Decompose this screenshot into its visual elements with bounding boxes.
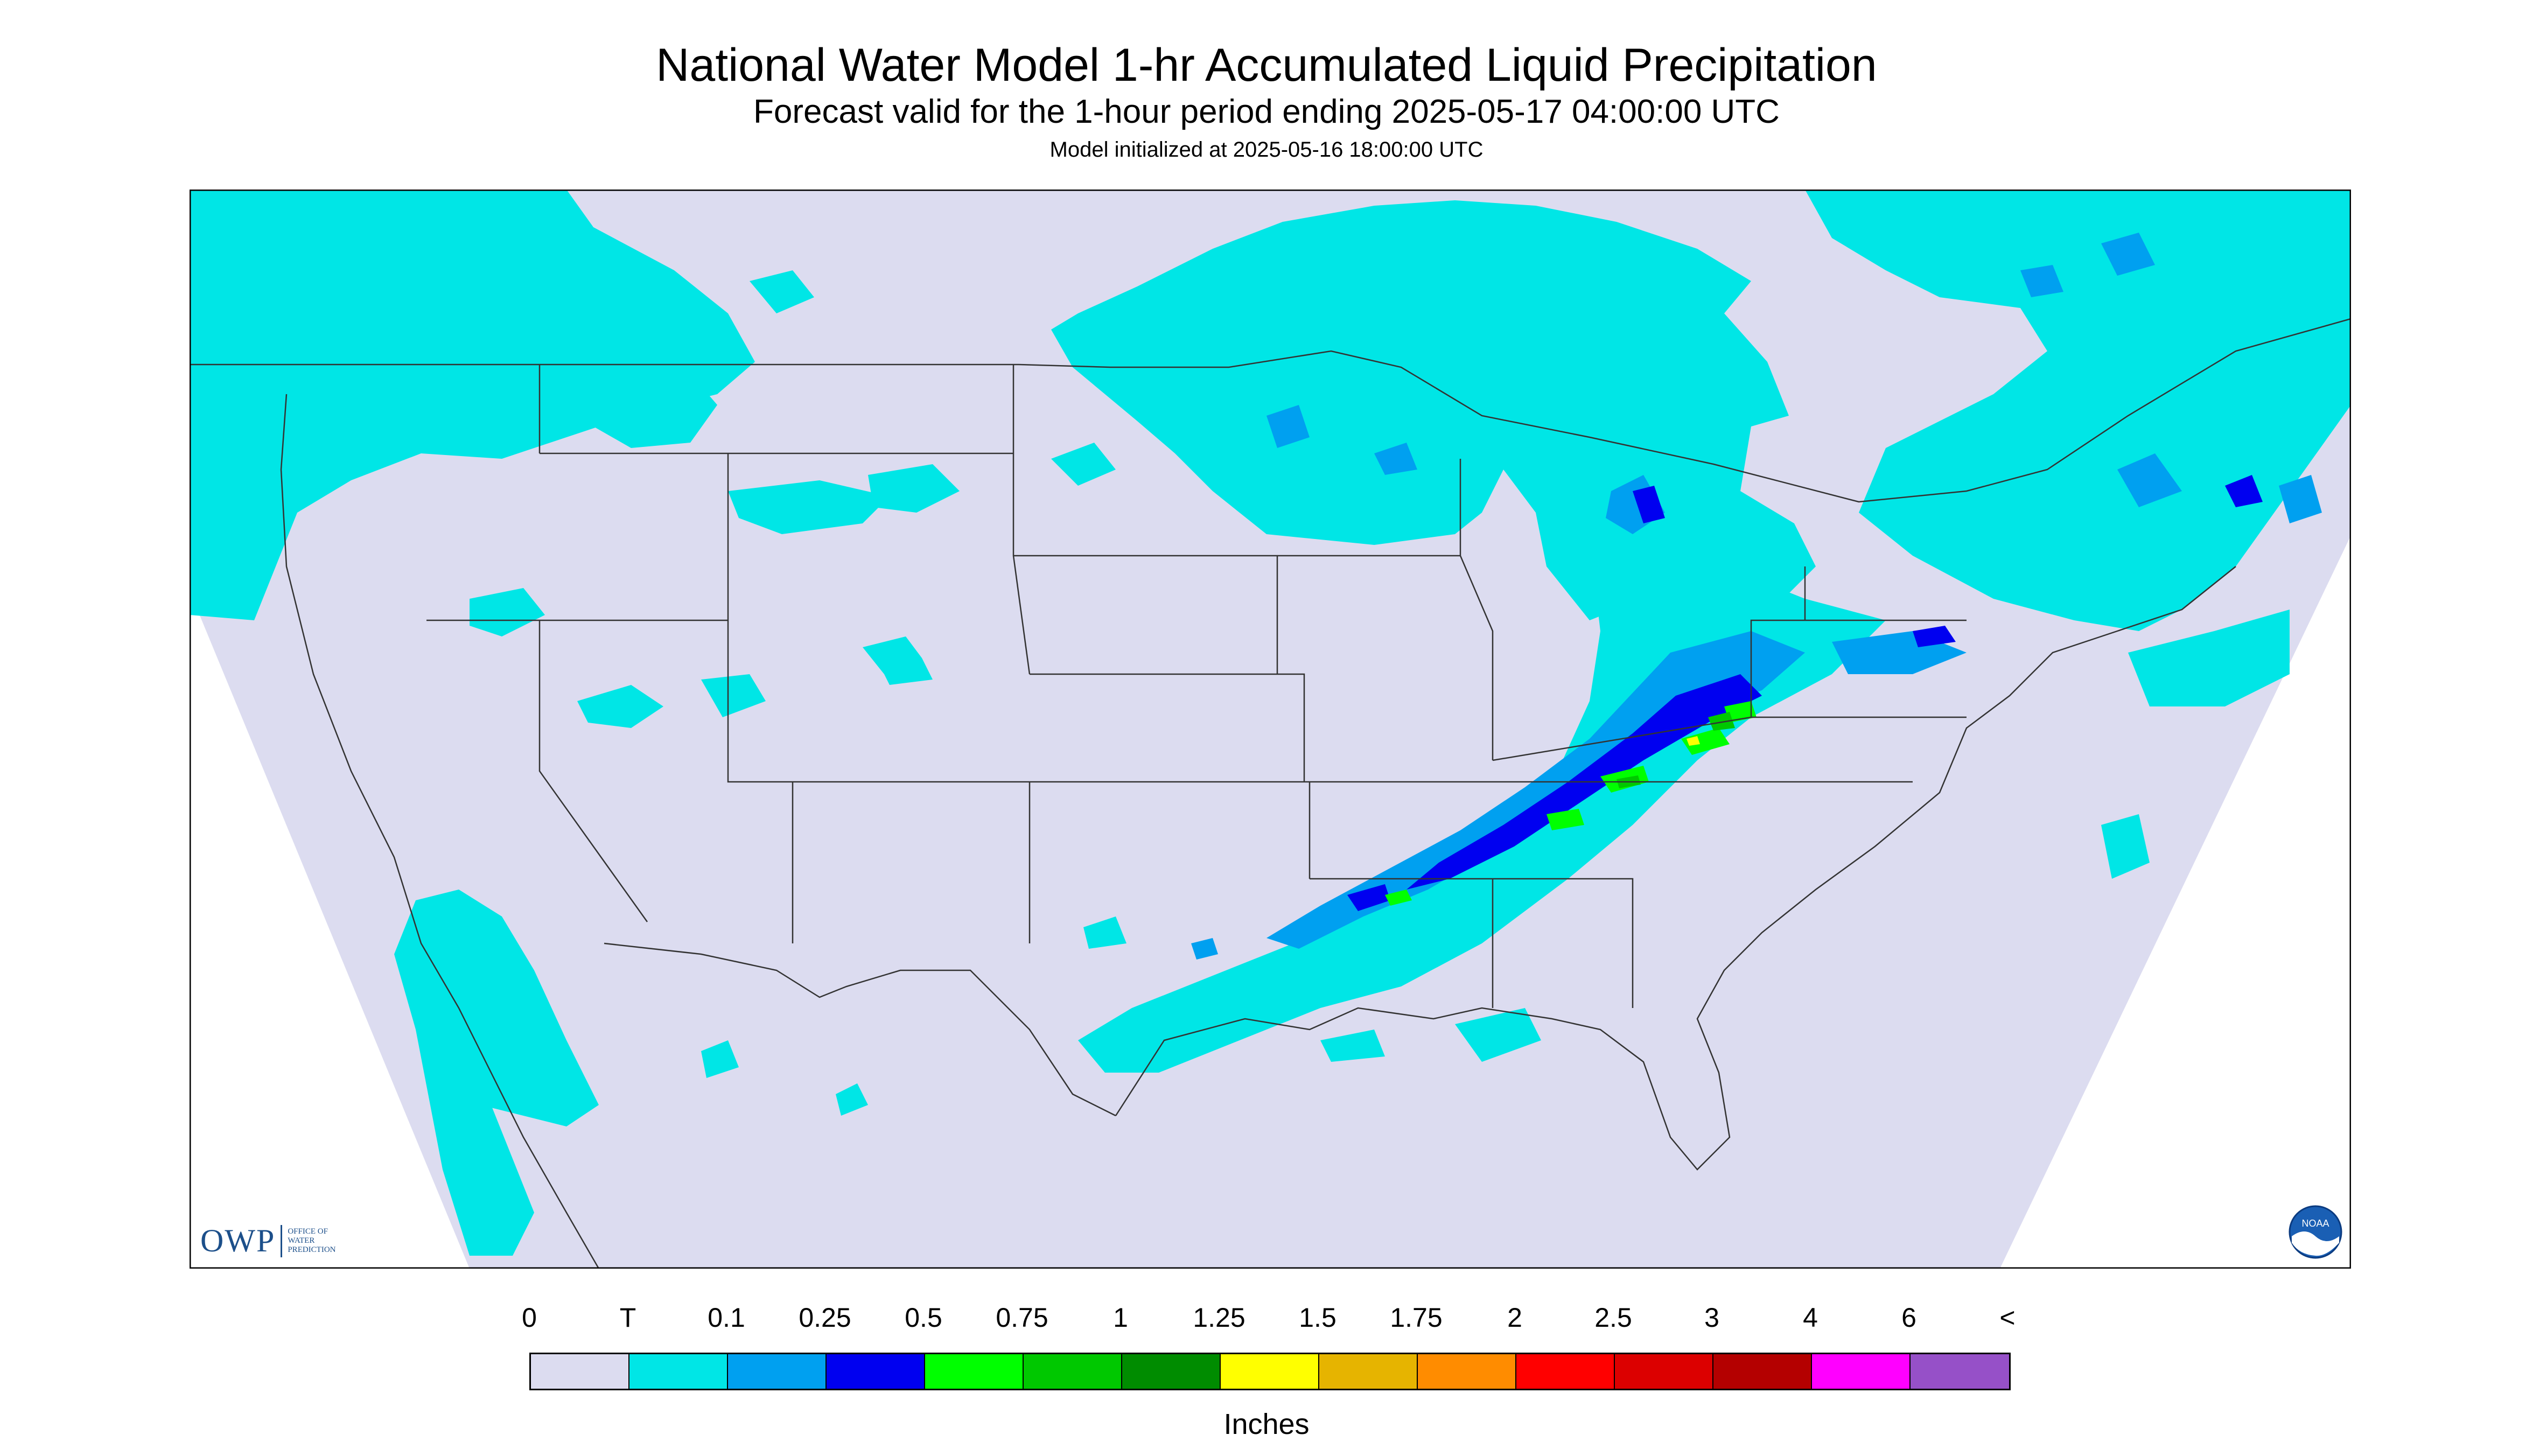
legend-units: Inches <box>1223 1408 1310 1440</box>
map-frame <box>190 190 2351 1269</box>
mexico-us-border <box>604 942 1116 1117</box>
outside-domain-left <box>190 591 470 1269</box>
legend-swatch <box>827 1354 925 1389</box>
outside-domain-right <box>2000 535 2351 1269</box>
legend-swatch <box>1122 1354 1221 1389</box>
legend-swatch <box>1516 1354 1615 1389</box>
legend-swatch <box>531 1354 629 1389</box>
legend-label: 0.1 <box>708 1303 745 1333</box>
canada-us-border <box>190 318 2351 503</box>
legend-swatch <box>1319 1354 1418 1389</box>
legend-swatch <box>629 1354 728 1389</box>
model-init-time: Model initialized at 2025-05-16 18:00:00… <box>1049 138 1484 162</box>
legend-label: 1.25 <box>1193 1303 1245 1333</box>
legend-label: 2 <box>1507 1303 1522 1333</box>
legend-swatch <box>728 1354 827 1389</box>
legend-swatch <box>1812 1354 1911 1389</box>
legend-label: 1.75 <box>1390 1303 1443 1333</box>
west-coast <box>280 394 600 1269</box>
gulf-coast <box>1115 566 2236 1171</box>
owp-logo-divider <box>281 1224 283 1257</box>
owp-logo: OWP OFFICE OF WATER PREDICTION <box>200 1222 352 1259</box>
legend-swatch <box>925 1354 1024 1389</box>
legend-swatch <box>1911 1354 2009 1389</box>
legend-swatch <box>1418 1354 1516 1389</box>
map-subtitle: Forecast valid for the 1-hour period end… <box>753 93 1780 130</box>
legend-swatch <box>1713 1354 1812 1389</box>
map-boundaries <box>190 318 2351 1269</box>
legend-label: 1 <box>1113 1303 1128 1333</box>
owp-logo-mark: OWP <box>200 1223 276 1258</box>
map-title: National Water Model 1-hr Accumulated Li… <box>656 39 1877 91</box>
legend-label: 3 <box>1704 1303 1719 1333</box>
legend-label: 4 <box>1803 1303 1818 1333</box>
legend-label: 0.75 <box>996 1303 1048 1333</box>
legend-swatch <box>1221 1354 1319 1389</box>
legend-color-bar <box>529 1353 2011 1390</box>
svg-text:NOAA: NOAA <box>2301 1218 2329 1229</box>
legend-label: 2.5 <box>1594 1303 1632 1333</box>
legend-label: 0.25 <box>799 1303 851 1333</box>
owp-logo-text: OFFICE OF WATER PREDICTION <box>288 1227 336 1254</box>
state-lines <box>426 365 1967 1008</box>
noaa-logo-icon: NOAA <box>2289 1205 2342 1259</box>
precipitation-map <box>190 190 2351 1269</box>
legend-label: < <box>1999 1303 2016 1333</box>
legend-label: 0 <box>522 1303 537 1333</box>
legend-label: 1.5 <box>1299 1303 1337 1333</box>
legend-label: 0.5 <box>905 1303 942 1333</box>
precip-1.5 <box>1687 736 1700 746</box>
legend-swatch <box>1024 1354 1122 1389</box>
legend-swatch <box>1615 1354 1713 1389</box>
legend-label: T <box>619 1303 636 1333</box>
legend-label: 6 <box>1901 1303 1916 1333</box>
